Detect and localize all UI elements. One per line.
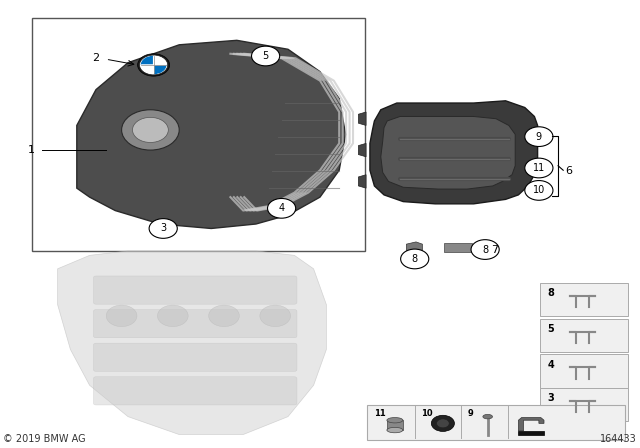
FancyBboxPatch shape [93,377,297,405]
Text: 8: 8 [547,288,554,298]
Text: 9: 9 [536,132,542,142]
Circle shape [260,305,291,327]
Polygon shape [518,418,544,431]
FancyBboxPatch shape [387,420,403,430]
Polygon shape [77,40,346,228]
FancyBboxPatch shape [32,18,365,251]
FancyBboxPatch shape [93,310,297,338]
Text: 4: 4 [278,203,285,213]
Wedge shape [154,56,166,65]
Text: 6: 6 [565,166,572,176]
Circle shape [431,415,454,431]
Text: 3: 3 [160,224,166,233]
Text: 9: 9 [467,409,473,418]
Text: 3: 3 [547,393,554,403]
Polygon shape [58,251,326,435]
Polygon shape [358,175,366,188]
Circle shape [436,419,449,428]
Text: 164433: 164433 [600,434,637,444]
FancyBboxPatch shape [540,283,628,316]
Text: 2: 2 [92,53,99,63]
Circle shape [140,55,168,75]
Circle shape [401,249,429,269]
Polygon shape [358,143,366,157]
Text: 7: 7 [492,245,499,254]
FancyBboxPatch shape [93,276,297,304]
Ellipse shape [387,418,403,423]
Circle shape [149,219,177,238]
Text: 11: 11 [532,163,545,173]
Circle shape [106,305,137,327]
Circle shape [209,305,239,327]
Text: 8: 8 [412,254,418,264]
Text: 5: 5 [547,324,554,334]
Text: 10: 10 [532,185,545,195]
Text: 1: 1 [28,145,35,155]
Circle shape [525,127,553,146]
Wedge shape [141,56,154,65]
FancyBboxPatch shape [540,319,628,352]
Wedge shape [141,65,154,73]
Polygon shape [381,116,515,189]
FancyBboxPatch shape [93,343,297,371]
FancyBboxPatch shape [540,354,628,388]
Ellipse shape [483,414,493,419]
FancyBboxPatch shape [518,431,544,435]
FancyBboxPatch shape [540,388,628,421]
Text: 10: 10 [421,409,433,418]
Circle shape [252,46,280,66]
Circle shape [525,181,553,200]
Text: 11: 11 [374,409,386,418]
Text: 5: 5 [262,51,269,61]
Ellipse shape [387,427,403,433]
Text: 4: 4 [547,360,554,370]
FancyBboxPatch shape [367,405,625,440]
Circle shape [122,110,179,150]
Text: © 2019 BMW AG: © 2019 BMW AG [3,434,86,444]
Wedge shape [154,65,166,73]
Circle shape [525,158,553,178]
Circle shape [471,240,499,259]
Text: 8: 8 [482,245,488,254]
Polygon shape [358,112,366,125]
Circle shape [138,54,170,76]
Circle shape [157,305,188,327]
Circle shape [268,198,296,218]
FancyBboxPatch shape [444,243,472,252]
Polygon shape [370,101,538,204]
Circle shape [132,117,168,142]
Polygon shape [406,242,422,253]
